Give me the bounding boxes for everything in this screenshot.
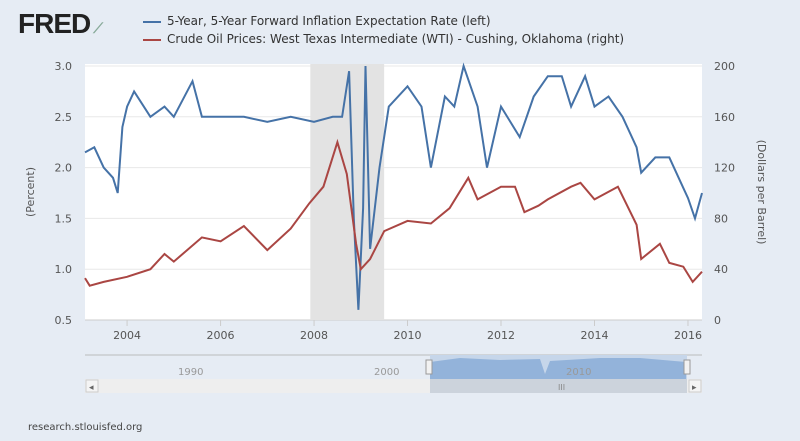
- navigator-label: 2000: [374, 367, 399, 378]
- y-tick-left: 3.0: [55, 60, 73, 73]
- navigator-series: [430, 358, 686, 379]
- navigator-label: 2010: [566, 367, 591, 378]
- chart-logo-icon: ⟋: [93, 20, 103, 36]
- navigator-handle-left[interactable]: [425, 359, 433, 375]
- x-tick: 2008: [300, 329, 328, 342]
- y-axis-label-left: (Percent): [24, 167, 37, 217]
- arrow-left-icon: ◂: [89, 383, 94, 393]
- y-tick-left: 2.0: [55, 162, 73, 175]
- legend-item-oil[interactable]: Crude Oil Prices: West Texas Intermediat…: [143, 30, 624, 48]
- x-tick: 2010: [394, 329, 422, 342]
- series-line-inflation[interactable]: [84, 62, 703, 310]
- arrow-right-icon: ▸: [692, 383, 697, 393]
- series-line-oil[interactable]: [84, 138, 703, 287]
- x-tick: 2014: [580, 329, 608, 342]
- legend: 5-Year, 5-Year Forward Inflation Expecta…: [143, 12, 624, 48]
- fred-logo[interactable]: FRED ⟋: [18, 8, 103, 40]
- x-tick: 2004: [113, 329, 141, 342]
- scroll-left-button[interactable]: [85, 379, 99, 393]
- y-tick-left: 1.0: [55, 263, 73, 276]
- navigator-label: 1990: [178, 367, 203, 378]
- x-tick: 2006: [207, 329, 235, 342]
- scrollbar-thumb[interactable]: [430, 379, 687, 393]
- x-tick: 2012: [487, 329, 515, 342]
- recession-shade: [310, 64, 385, 320]
- y-tick-left: 1.5: [55, 212, 73, 225]
- legend-swatch: [143, 20, 161, 23]
- legend-label: Crude Oil Prices: West Texas Intermediat…: [167, 32, 625, 46]
- legend-swatch: [143, 38, 161, 41]
- y-tick-right: 160: [714, 111, 735, 124]
- y-tick-right: 0: [714, 314, 721, 327]
- y-tick-right: 200: [714, 60, 735, 73]
- y-axis-label-right: (Dollars per Barrel): [755, 140, 768, 245]
- logo-text: FRED: [18, 8, 91, 39]
- scroll-right-button[interactable]: [688, 379, 702, 393]
- y-tick-left: 2.5: [55, 111, 73, 124]
- source-link[interactable]: research.stlouisfed.org: [28, 422, 143, 433]
- y-tick-right: 120: [714, 162, 735, 175]
- y-tick-right: 40: [714, 263, 728, 276]
- navigator-handle-right[interactable]: [683, 359, 691, 375]
- x-tick: 2016: [674, 329, 702, 342]
- plot-area: [85, 64, 702, 320]
- legend-item-inflation[interactable]: 5-Year, 5-Year Forward Inflation Expecta…: [143, 12, 624, 30]
- scrollbar-grip: III: [558, 383, 565, 392]
- legend-label: 5-Year, 5-Year Forward Inflation Expecta…: [167, 14, 491, 28]
- y-tick-left: 0.5: [55, 314, 73, 327]
- y-tick-right: 80: [714, 212, 728, 225]
